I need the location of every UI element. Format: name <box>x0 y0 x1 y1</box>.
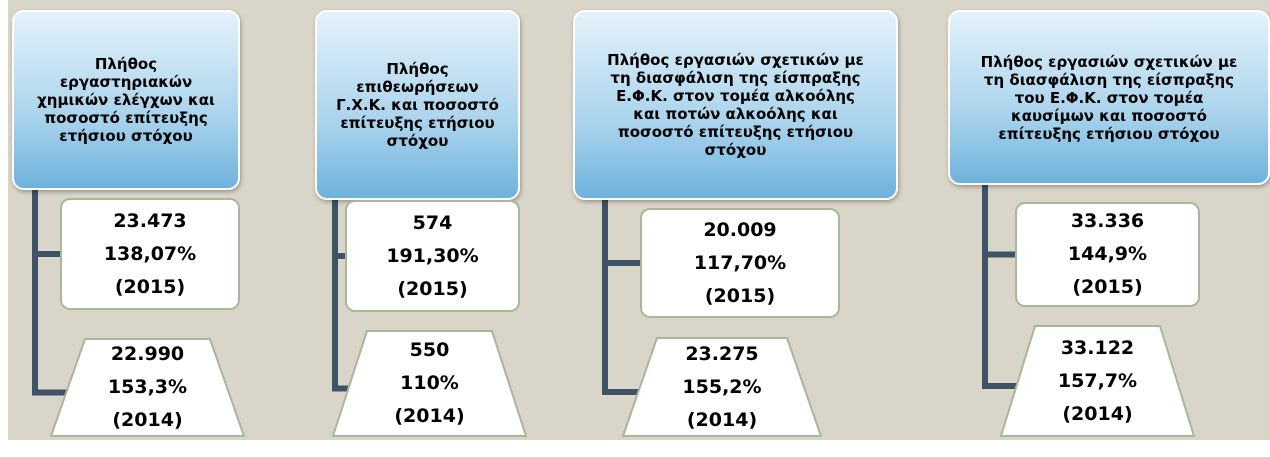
value-line: 191,30% <box>386 244 479 267</box>
previous-year-box: 22.990 153,3% (2014) <box>50 338 245 437</box>
trapezoid <box>332 330 527 437</box>
header-line: Πλήθος εργασιών σχετικών με <box>607 51 864 69</box>
value-line: 138,07% <box>103 242 197 265</box>
header-line: επίτευξης ετήσιου <box>340 114 495 132</box>
value-line: 33.122 <box>1060 336 1135 359</box>
value-line: 22.990 <box>110 343 185 365</box>
header-line: Πλήθος <box>94 55 158 73</box>
header-line: εργαστηριακών <box>59 73 193 91</box>
header-line: επίτευξης ετήσιου στόχου <box>998 124 1220 143</box>
header-line: και ποτών αλκοόλης και <box>633 105 838 123</box>
current-year-box: 23.473 138,07% (2015) <box>60 198 240 310</box>
value-line: 23.473 <box>113 209 187 232</box>
value-line: (2015) <box>1072 276 1143 298</box>
header-box: Πλήθος εργασιών σχετικών με τη διασφάλιση… <box>948 10 1270 185</box>
trapezoid <box>622 337 822 437</box>
trapezoid <box>1000 325 1195 437</box>
value-line: 20.009 <box>703 218 777 241</box>
value-line: 574 <box>412 211 453 234</box>
header-line: στόχου <box>386 132 449 150</box>
header-box: Πλήθος εργασιών σχετικών με τη διασφάλιση… <box>573 10 898 200</box>
value-line: (2015) <box>704 284 776 307</box>
previous-year-box: 33.122 157,7% (2014) <box>1000 325 1195 437</box>
value-line: (2014) <box>112 409 183 431</box>
header-line: τη διασφάλιση της είσπραξης <box>983 70 1235 89</box>
header-line: καυσίμων και ποσοστό <box>1011 106 1207 125</box>
current-year-box: 33.336 144,9% (2015) <box>1015 202 1200 307</box>
header-box: Πλήθος εργαστηριακών χημικών ελέγχων και πο… <box>12 10 240 190</box>
header-line: Ε.Φ.Κ. στον τομέα αλκοόλης <box>616 87 855 105</box>
value-line: 550 <box>409 339 450 361</box>
header-line: του Ε.Φ.Κ. στον τομέα <box>1014 88 1204 107</box>
value-line: (2015) <box>114 275 186 298</box>
value-line: 117,70% <box>693 251 787 274</box>
value-line: 157,7% <box>1057 369 1138 392</box>
value-line: (2015) <box>397 277 468 300</box>
header-line: τη διασφάλιση της είσπραξης <box>610 69 861 87</box>
value-line: 155,2% <box>682 375 762 398</box>
trapezoid <box>50 338 245 437</box>
header-line: Γ.Χ.Κ. και ποσοστό <box>336 96 499 114</box>
value-line: (2014) <box>686 408 758 431</box>
header-line: επιθεωρήσεων <box>356 78 479 96</box>
current-year-box: 574 191,30% (2015) <box>345 200 520 312</box>
value-line: 110% <box>400 372 459 394</box>
header-line: ποσοστό επίτευξης ετήσιου <box>617 123 854 141</box>
header-line: στόχου <box>704 141 767 159</box>
header-line: Πλήθος εργασιών σχετικών με <box>980 52 1238 71</box>
header-line: χημικών ελέγχων και <box>37 91 215 109</box>
value-line: 33.336 <box>1070 210 1145 232</box>
value-line: 153,3% <box>107 376 188 398</box>
value-line: 144,9% <box>1067 243 1148 265</box>
previous-year-box: 23.275 155,2% (2014) <box>622 337 822 437</box>
previous-year-box: 550 110% (2014) <box>332 330 527 437</box>
header-box: Πλήθος επιθεωρήσεων Γ.Χ.Κ. και ποσοστό επίτ… <box>315 10 520 200</box>
value-line: (2014) <box>394 405 465 427</box>
header-line: ποσοστό επίτευξης <box>44 109 208 127</box>
current-year-box: 20.009 117,70% (2015) <box>640 208 840 318</box>
header-line: Πλήθος <box>386 60 449 78</box>
header-line: ετήσιου στόχου <box>59 127 193 145</box>
value-line: (2014) <box>1062 402 1133 425</box>
value-line: 23.275 <box>685 342 759 365</box>
